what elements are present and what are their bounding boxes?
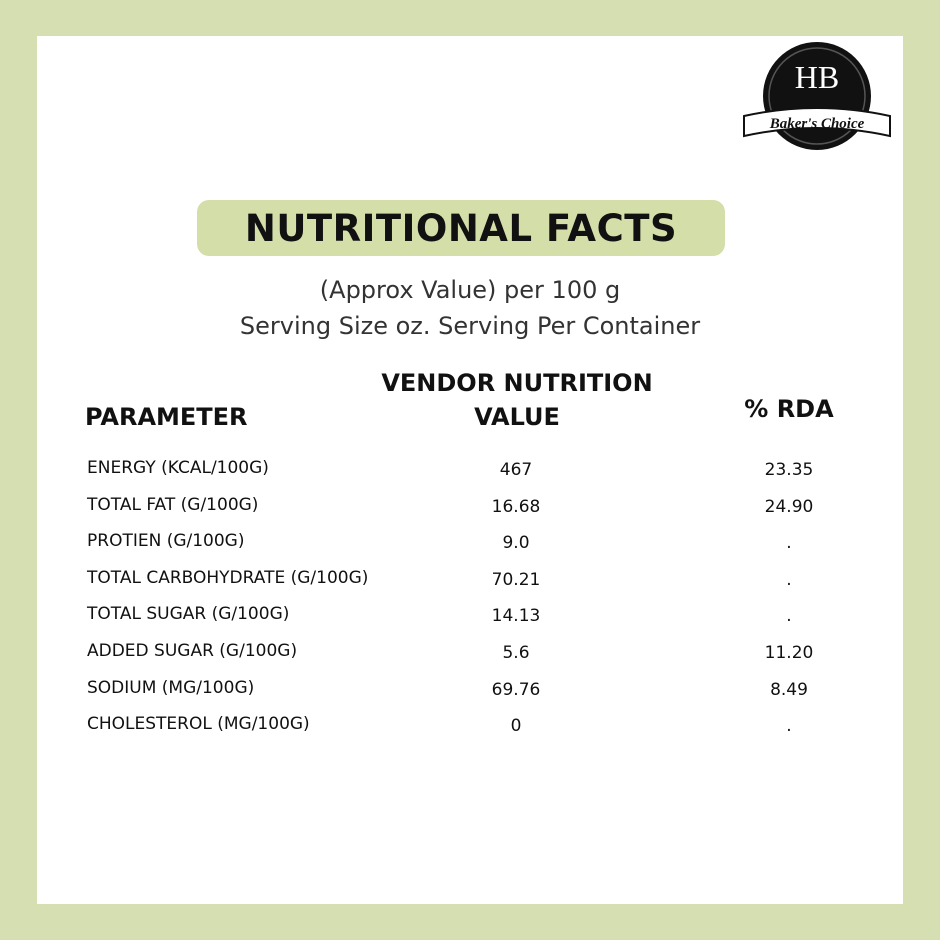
vendor-value: 0 xyxy=(510,716,522,737)
rda-value: . xyxy=(786,606,792,627)
parameter: SODIUM (MG/100G) xyxy=(87,677,255,698)
vendor-value: 9.0 xyxy=(502,533,530,554)
logo: HB Baker's Choice xyxy=(743,42,891,150)
title: NUTRITIONAL FACTS xyxy=(197,200,725,256)
parameter: PROTIEN (G/100G) xyxy=(87,531,245,552)
subtitle: Serving Size oz. Serving Per Container xyxy=(239,312,701,340)
vendor-value: 467 xyxy=(499,460,533,480)
vendor-value: 69.76 xyxy=(491,679,541,700)
rda-value: 8.49 xyxy=(770,679,808,700)
parameter: TOTAL FAT (G/100G) xyxy=(87,494,259,515)
rda-value: 11.20 xyxy=(764,643,814,663)
column-header: VENDOR NUTRITION VALUE xyxy=(381,369,653,431)
parameter: TOTAL SUGAR (G/100G) xyxy=(87,604,290,625)
vendor-value: 16.68 xyxy=(491,496,541,517)
rda-value: . xyxy=(786,716,792,737)
rda-value: . xyxy=(786,569,792,590)
rda-value: . xyxy=(786,533,792,554)
rda-value: 24.90 xyxy=(764,496,814,517)
parameter: ENERGY (KCAL/100G) xyxy=(87,458,269,478)
logo-brand: Baker's Choice xyxy=(769,116,865,132)
vendor-value: 5.6 xyxy=(502,643,530,663)
vendor-value: 14.13 xyxy=(491,606,541,627)
logo-monogram: HB xyxy=(795,59,839,95)
parameter: ADDED SUGAR (G/100G) xyxy=(87,641,298,661)
parameter: CHOLESTEROL (MG/100G) xyxy=(87,714,310,735)
subtitle: (Approx Value) per 100 g xyxy=(319,276,621,304)
card xyxy=(37,36,903,904)
column-header: % RDA xyxy=(744,395,834,423)
rda-value: 23.35 xyxy=(764,460,814,480)
column-header: PARAMETER xyxy=(85,403,248,431)
vendor-value: 70.21 xyxy=(491,569,541,590)
parameter: TOTAL CARBOHYDRATE (G/100G) xyxy=(87,567,369,588)
